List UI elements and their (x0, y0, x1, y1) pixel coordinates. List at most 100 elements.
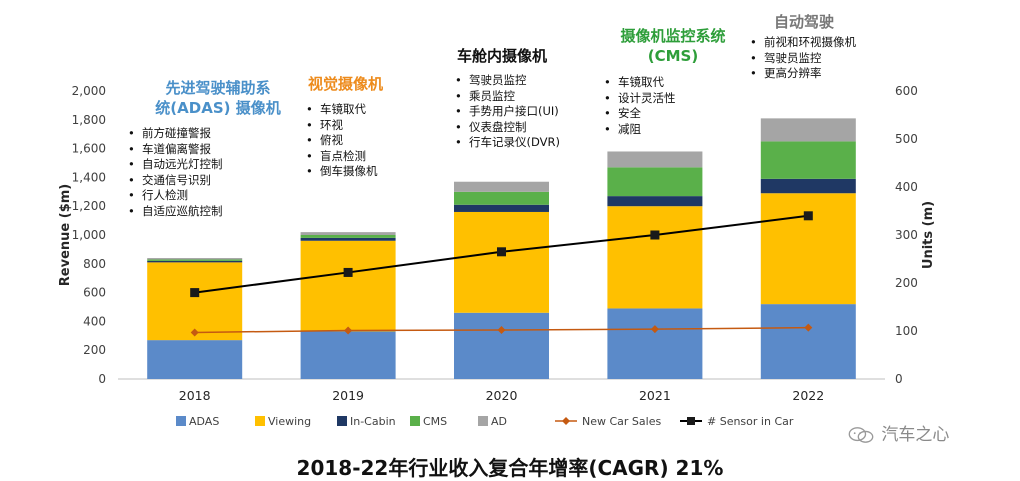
point--sensor-in-car (343, 267, 353, 277)
y-axis-title: Revenue ($m) (58, 184, 73, 286)
list-item: 手势用户接口(UI) (455, 104, 595, 120)
y-tick-label: 0 (98, 372, 106, 386)
bar-ad-2021 (607, 151, 703, 168)
legend-label-new-car-sales: New Car Sales (582, 415, 661, 428)
bar-ad-2022 (760, 118, 856, 142)
list-item: 倒车摄像机 (306, 164, 426, 180)
list-item: 车道偏离警报 (128, 142, 318, 158)
bar-in-cabin-2021 (607, 196, 703, 207)
annotation-cms-title: 摄像机监控系统 (CMS) (620, 27, 726, 65)
y-tick-label: 1,600 (72, 142, 106, 156)
y2-tick-label: 200 (895, 276, 918, 290)
x-tick-label: 2019 (332, 388, 364, 403)
legend-marker-new-car-sales (562, 417, 570, 425)
y-tick-label: 1,400 (72, 170, 106, 184)
list-item: 更高分辨率 (750, 66, 886, 82)
bar-cms-2019 (300, 235, 396, 238)
list-item: 减阻 (604, 122, 748, 138)
legend-label-viewing: Viewing (268, 415, 311, 428)
annotation-viewing: 视觉摄像机 车镜取代 环视 俯视 盲点检测 倒车摄像机 (296, 74, 426, 180)
point--sensor-in-car (497, 247, 506, 257)
bar-in-cabin-2022 (760, 178, 856, 194)
legend-swatch-ad (478, 416, 488, 426)
list-item: 驾驶员监控 (455, 73, 595, 89)
annotation-in-cabin-title: 车舱内摄像机 (457, 47, 548, 65)
legend-label-in-cabin: In-Cabin (350, 415, 396, 428)
point--sensor-in-car (650, 230, 660, 240)
bar-adas-2021 (607, 308, 703, 379)
bar-cms-2022 (760, 141, 856, 179)
watermark: 汽车之心 (846, 420, 949, 445)
annotation-cms: 摄像机监控系统 (CMS) 车镜取代 设计灵活性 安全 减阻 (598, 26, 748, 137)
legend-marker--sensor-in-car (687, 417, 695, 425)
legend-label--sensor-in-car: # Sensor in Car (707, 415, 794, 428)
list-item: 行车记录仪(DVR) (455, 135, 595, 151)
annotation-viewing-list: 车镜取代 环视 俯视 盲点检测 倒车摄像机 (306, 102, 426, 180)
point-new-car-sales (344, 326, 353, 335)
y-tick-label: 800 (83, 257, 106, 271)
legend-swatch-cms (410, 416, 420, 426)
bar-adas-2020 (454, 312, 549, 379)
annotation-ad-list: 前视和环视摄像机 驾驶员监控 更高分辨率 (750, 35, 886, 82)
list-item: 前方碰撞警报 (128, 126, 318, 142)
x-tick-label: 2021 (639, 388, 671, 403)
annotation-in-cabin: 车舱内摄像机 驾驶员监控 乘员监控 手势用户接口(UI) 仪表盘控制 行车记录仪… (445, 46, 595, 151)
bar-viewing-2018 (147, 262, 243, 341)
point-new-car-sales (650, 325, 659, 334)
legend-swatch-viewing (255, 416, 265, 426)
y-tick-label: 1,800 (72, 113, 106, 127)
legend-label-ad: AD (491, 415, 507, 428)
legend-swatch-adas (176, 416, 186, 426)
bar-adas-2022 (760, 304, 856, 379)
y2-tick-label: 500 (895, 132, 918, 146)
list-item: 环视 (306, 118, 426, 134)
y2-tick-label: 0 (895, 372, 903, 386)
legend-label-cms: CMS (423, 415, 447, 428)
point-new-car-sales (190, 328, 199, 337)
x-tick-label: 2018 (179, 388, 211, 403)
annotation-adas-list: 前方碰撞警报 车道偏离警报 自动远光灯控制 交通信号识别 行人检测 自适应巡航控… (128, 126, 318, 219)
y2-tick-label: 400 (895, 180, 918, 194)
y-tick-label: 600 (83, 286, 106, 300)
bar-in-cabin-2019 (300, 237, 396, 241)
annotation-viewing-title: 视觉摄像机 (308, 75, 384, 93)
footer-title: 2018-22年行业收入复合年增率(CAGR) 21% (296, 456, 724, 480)
list-item: 车镜取代 (604, 75, 748, 91)
annotation-adas: 先进驾驶辅助系 统(ADAS) 摄像机 前方碰撞警报 车道偏离警报 自动远光灯控… (118, 78, 318, 219)
list-item: 设计灵活性 (604, 91, 748, 107)
y-tick-label: 1,200 (72, 199, 106, 213)
bar-ad-2018 (147, 258, 243, 260)
bar-viewing-2019 (300, 240, 396, 332)
bar-ad-2019 (300, 232, 396, 235)
list-item: 乘员监控 (455, 89, 595, 105)
list-item: 驾驶员监控 (750, 51, 886, 67)
annotation-adas-title: 先进驾驶辅助系 统(ADAS) 摄像机 (155, 79, 281, 117)
list-item: 仪表盘控制 (455, 120, 595, 136)
point--sensor-in-car (803, 211, 813, 221)
list-item: 交通信号识别 (128, 173, 318, 189)
annotation-cms-list: 车镜取代 设计灵活性 安全 减阻 (604, 75, 748, 137)
bar-adas-2018 (147, 340, 243, 379)
bar-in-cabin-2018 (147, 260, 243, 263)
list-item: 前视和环视摄像机 (750, 35, 886, 51)
list-item: 自适应巡航控制 (128, 204, 318, 220)
y2-tick-label: 600 (895, 84, 918, 98)
legend-label-adas: ADAS (189, 415, 219, 428)
y-tick-label: 1,000 (72, 228, 106, 242)
point-new-car-sales (804, 323, 813, 332)
bar-in-cabin-2020 (454, 204, 549, 212)
list-item: 行人检测 (128, 188, 318, 204)
y2-tick-label: 100 (895, 324, 918, 338)
y-tick-label: 200 (83, 343, 106, 357)
wechat-icon (848, 427, 874, 443)
y-tick-label: 400 (83, 314, 106, 328)
bar-viewing-2021 (607, 206, 703, 309)
bar-cms-2021 (607, 167, 703, 197)
point-new-car-sales (497, 326, 506, 335)
y2-tick-label: 300 (895, 228, 918, 242)
point--sensor-in-car (190, 288, 200, 298)
bar-viewing-2020 (454, 211, 549, 313)
annotation-in-cabin-list: 驾驶员监控 乘员监控 手势用户接口(UI) 仪表盘控制 行车记录仪(DVR) (455, 73, 595, 151)
list-item: 安全 (604, 106, 748, 122)
